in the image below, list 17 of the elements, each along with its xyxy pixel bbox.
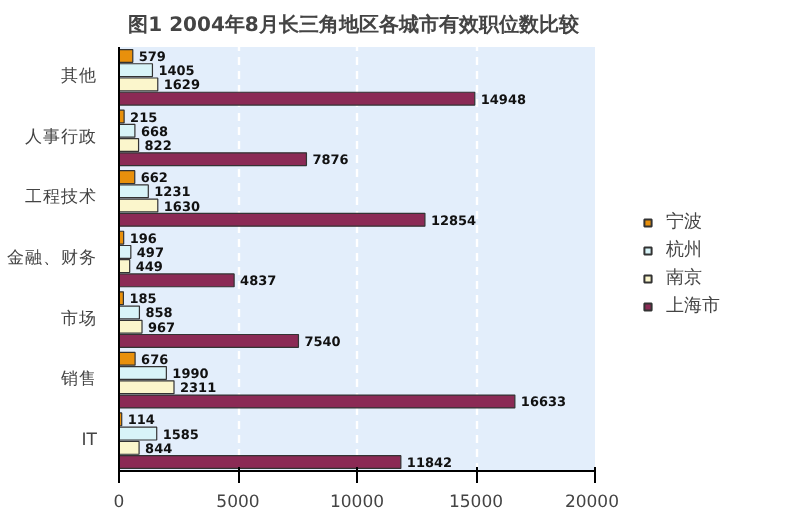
x-tick-label: 15000 <box>448 493 504 513</box>
legend-label: 宁波 <box>666 210 704 235</box>
x-tick-label: 0 <box>113 493 125 513</box>
legend-label: 南京 <box>666 266 704 291</box>
y-tick-label: 金融、财务 <box>7 247 97 269</box>
x-tick-label: 10000 <box>329 493 385 513</box>
y-tick-label: IT <box>81 430 99 451</box>
legend-label: 杭州 <box>666 238 704 263</box>
y-tick-label: 工程技术 <box>25 186 97 209</box>
y-tick-label: 其他 <box>61 65 97 88</box>
chart-title: 图1 2004年8月长三角地区各城市有效职位数比较 <box>128 13 581 37</box>
x-tick-label: 20000 <box>564 493 620 513</box>
y-tick-label: 市场 <box>61 307 97 330</box>
y-tick-label: 人事行政 <box>25 125 97 148</box>
y-tick-label: 销售 <box>59 368 97 391</box>
x-tick-label: 5000 <box>216 493 260 513</box>
legend-label: 上海市 <box>666 294 720 319</box>
